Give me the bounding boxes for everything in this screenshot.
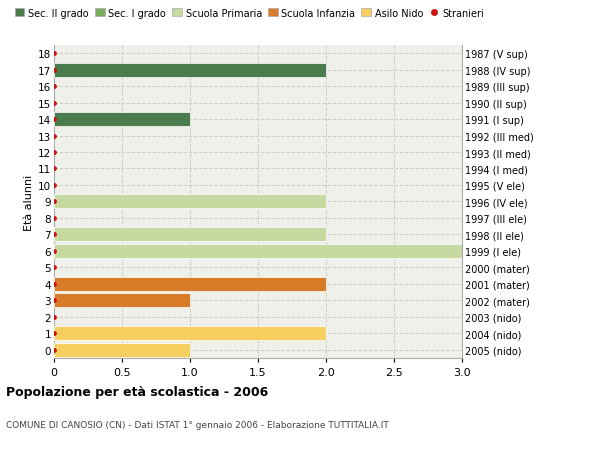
Bar xyxy=(54,244,462,258)
Bar xyxy=(54,343,190,357)
Text: Popolazione per età scolastica - 2006: Popolazione per età scolastica - 2006 xyxy=(6,385,268,398)
Bar xyxy=(54,113,190,127)
Bar xyxy=(54,63,326,78)
Bar xyxy=(54,326,326,341)
Bar xyxy=(54,294,190,308)
Y-axis label: Età alunni: Età alunni xyxy=(24,174,34,230)
Legend: Sec. II grado, Sec. I grado, Scuola Primaria, Scuola Infanzia, Asilo Nido, Stran: Sec. II grado, Sec. I grado, Scuola Prim… xyxy=(11,5,488,22)
Bar xyxy=(54,228,326,242)
Bar xyxy=(54,277,326,291)
Bar xyxy=(54,195,326,209)
Text: COMUNE DI CANOSIO (CN) - Dati ISTAT 1° gennaio 2006 - Elaborazione TUTTITALIA.IT: COMUNE DI CANOSIO (CN) - Dati ISTAT 1° g… xyxy=(6,420,389,429)
